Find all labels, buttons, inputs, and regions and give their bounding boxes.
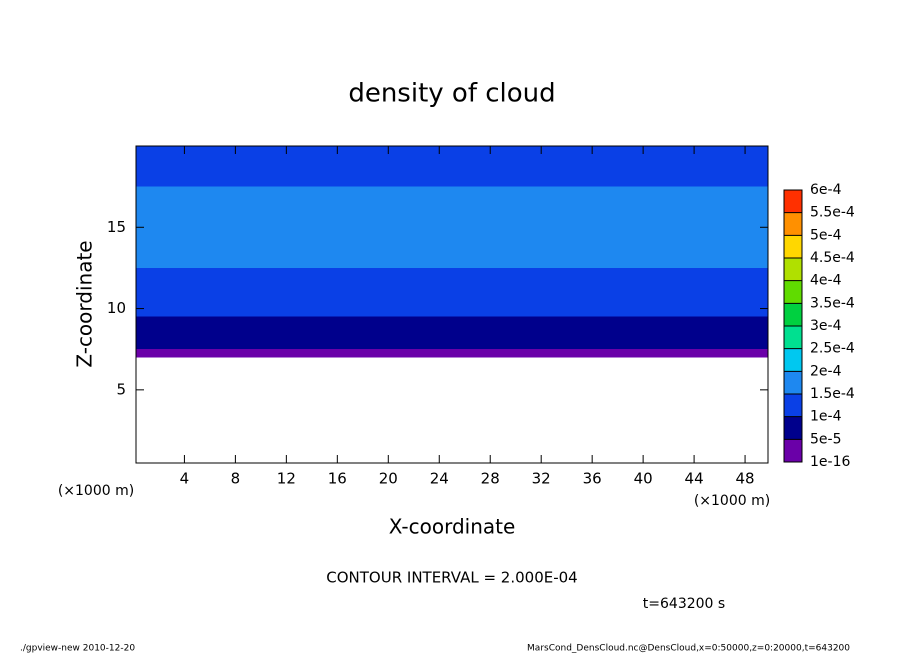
y-tick-label: 5	[116, 380, 126, 398]
contour-band	[136, 316, 768, 331]
y-unit: (×1000 m)	[58, 483, 134, 499]
colorbar-swatch	[784, 371, 802, 394]
y-axis-label: Z-coordinate	[73, 240, 97, 367]
contour-band	[136, 349, 768, 358]
x-tick-label: 16	[328, 470, 347, 488]
contour-band	[136, 186, 768, 203]
x-tick-label: 4	[180, 470, 190, 488]
contour-band	[136, 170, 768, 187]
colorbar-label: 1e-4	[810, 409, 842, 425]
x-tick-label: 8	[231, 470, 241, 488]
contour-band	[136, 267, 768, 285]
contour-note: CONTOUR INTERVAL = 2.000E-04	[326, 569, 577, 587]
colorbar-swatch	[784, 439, 802, 462]
contour-band	[136, 330, 768, 342]
x-tick-label: 12	[277, 470, 296, 488]
colorbar-label: 4e-4	[810, 273, 842, 289]
colorbar-label: 2.5e-4	[810, 341, 855, 357]
x-tick-label: 32	[532, 470, 551, 488]
colorbar-swatch	[784, 303, 802, 326]
colorbar-label: 3.5e-4	[810, 295, 855, 311]
x-unit: (×1000 m)	[694, 493, 770, 509]
footer-left: ./gpview-new 2010-12-20	[20, 644, 135, 654]
colorbar-swatch	[784, 416, 802, 440]
x-tick-label: 36	[583, 470, 602, 488]
colorbar-label: 2e-4	[810, 363, 842, 379]
colorbar-label: 4.5e-4	[810, 250, 855, 266]
y-tick-label: 15	[107, 218, 126, 236]
contour-band	[136, 284, 768, 301]
contour-band	[136, 251, 768, 268]
plot-frame	[135, 145, 769, 464]
colorbar-label: 1.5e-4	[810, 386, 855, 402]
y-tick-label: 10	[107, 299, 126, 317]
colorbar-label: 1e-16	[810, 454, 850, 470]
x-axis-label: X-coordinate	[389, 515, 516, 539]
time-note: t=643200 s	[643, 596, 725, 612]
colorbar-label: 5.5e-4	[810, 205, 855, 221]
contour-band	[136, 219, 768, 236]
contour-band	[136, 300, 768, 317]
footer-right: MarsCond_DensCloud.nc@DensCloud,x=0:5000…	[527, 644, 850, 654]
colorbar-label: 5e-4	[810, 227, 842, 243]
x-tick-label: 44	[685, 470, 704, 488]
colorbar-swatch	[784, 348, 802, 372]
chart-title: density of cloud	[348, 79, 555, 109]
colorbar-swatch	[784, 258, 802, 281]
colorbar-swatch	[784, 394, 802, 417]
contour-band	[136, 202, 768, 220]
contour-band	[136, 235, 768, 252]
colorbar-swatch	[784, 280, 802, 304]
colorbar-label: 6e-4	[810, 182, 842, 198]
colorbar-label: 3e-4	[810, 318, 842, 334]
x-tick-label: 20	[379, 470, 398, 488]
colorbar-swatch	[784, 235, 802, 258]
x-tick-label: 48	[736, 470, 755, 488]
colorbar-swatch	[784, 190, 802, 213]
contour-band	[136, 146, 768, 155]
contour-band	[136, 154, 768, 171]
field	[136, 146, 768, 358]
colorbar-swatch	[784, 326, 802, 349]
colorbar-label: 5e-5	[810, 431, 841, 447]
x-tick-label: 28	[481, 470, 500, 488]
contour-band	[136, 341, 768, 350]
x-tick-label: 40	[634, 470, 653, 488]
x-tick-label: 24	[430, 470, 449, 488]
colorbar-swatch	[784, 212, 802, 236]
